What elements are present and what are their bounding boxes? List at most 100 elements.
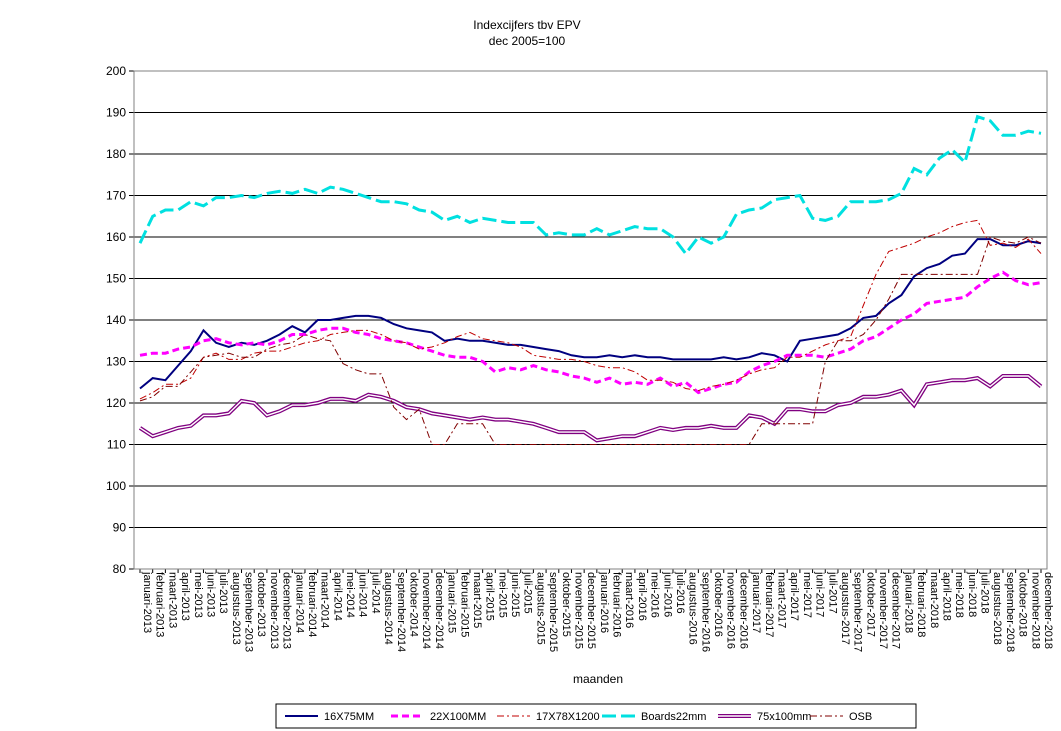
x-tick-label: september-2018 xyxy=(1004,572,1016,652)
x-tick-label: november-2017 xyxy=(877,572,889,649)
x-tick-label: februari-2015 xyxy=(458,572,470,637)
x-tick-label: oktober-2016 xyxy=(712,572,724,637)
x-tick-label: maart-2013 xyxy=(166,572,178,628)
x-tick-label: januari-2013 xyxy=(141,571,153,633)
y-tick-label: 100 xyxy=(106,479,126,493)
x-tick-label: april-2015 xyxy=(484,572,496,621)
x-tick-label: februari-2017 xyxy=(763,572,775,637)
y-tick-label: 90 xyxy=(113,521,127,535)
y-tick-label: 140 xyxy=(106,313,126,327)
x-tick-label: mei-2014 xyxy=(344,572,356,618)
x-tick-label: april-2017 xyxy=(788,572,800,621)
x-tick-label: februari-2018 xyxy=(915,572,927,637)
x-tick-label: oktober-2015 xyxy=(560,572,572,637)
legend-label-17x78x1200: 17X78X1200 xyxy=(536,711,600,723)
x-tick-label: mei-2018 xyxy=(953,572,965,618)
x-tick-label: oktober-2017 xyxy=(864,572,876,637)
x-tick-label: januari-2017 xyxy=(750,571,762,633)
x-tick-label: augustus-2016 xyxy=(687,572,699,645)
x-tick-label: augustus-2018 xyxy=(991,572,1003,645)
x-tick-label: mei-2015 xyxy=(496,572,508,618)
x-tick-label: mei-2013 xyxy=(192,572,204,618)
y-tick-label: 150 xyxy=(106,272,126,286)
x-tick-label: oktober-2018 xyxy=(1017,572,1029,637)
x-tick-label: september-2013 xyxy=(243,572,255,652)
x-tick-label: oktober-2013 xyxy=(255,572,267,637)
legend-label-22x100mm: 22X100MM xyxy=(430,711,486,723)
series-line-osb xyxy=(139,236,1042,445)
x-axis-ticks: januari-2013 februari-2013 maart-2013 april… xyxy=(139,569,1054,652)
x-tick-label: juni-2014 xyxy=(357,571,369,617)
x-tick-label: februari-2013 xyxy=(154,572,166,637)
x-tick-label: maart-2015 xyxy=(471,572,483,628)
x-tick-label: maart-2014 xyxy=(319,572,331,628)
y-tick-label: 180 xyxy=(106,147,126,161)
legend-label-osb: OSB xyxy=(849,711,872,723)
x-tick-label: maart-2016 xyxy=(623,572,635,628)
legend-box xyxy=(275,703,917,729)
gridlines xyxy=(133,70,1047,570)
x-tick-label: maart-2018 xyxy=(928,572,940,628)
x-tick-label: december-2016 xyxy=(737,572,749,649)
x-tick-label: augustus-2014 xyxy=(382,572,394,645)
y-tick-label: 190 xyxy=(106,106,126,120)
x-tick-label: juni-2013 xyxy=(204,571,216,617)
x-tick-label: juni-2015 xyxy=(509,571,521,617)
x-tick-label: augustus-2013 xyxy=(230,572,242,645)
x-tick-label: november-2013 xyxy=(268,572,280,649)
x-tick-label: januari-2018 xyxy=(902,571,914,633)
series-line-75x100mm-inner xyxy=(139,375,1042,442)
x-tick-label: februari-2016 xyxy=(611,572,623,637)
x-tick-label: augustus-2017 xyxy=(839,572,851,645)
x-tick-label: mei-2017 xyxy=(801,572,813,618)
x-tick-label: juni-2016 xyxy=(661,571,673,617)
x-tick-label: september-2017 xyxy=(852,572,864,652)
x-tick-label: september-2015 xyxy=(547,572,559,652)
y-tick-label: 200 xyxy=(106,64,126,78)
x-tick-label: juli-2017 xyxy=(826,571,838,614)
series-line-boards22mm xyxy=(138,114,1042,257)
chart-subtitle: dec 2005=100 xyxy=(489,34,566,48)
x-tick-label: september-2014 xyxy=(395,572,407,652)
x-tick-label: juli-2014 xyxy=(369,571,381,614)
legend-label-16x75mm: 16X75MM xyxy=(324,711,374,723)
x-tick-label: juni-2018 xyxy=(966,571,978,617)
x-tick-label: juli-2016 xyxy=(674,571,686,614)
chart-title: Indexcijfers tbv EPV xyxy=(473,18,580,32)
x-tick-label: juli-2013 xyxy=(217,571,229,614)
x-axis-label: maanden xyxy=(573,672,623,686)
legend: 16X75MM 22X100MM 17X78X1200 Boards22mm 75x10… xyxy=(275,703,917,729)
series-line-75x100mm-outer xyxy=(138,374,1043,443)
plot-area-border xyxy=(133,70,1048,570)
x-tick-label: november-2018 xyxy=(1029,572,1041,649)
legend-label-75x100mm: 75x100mm xyxy=(757,711,811,723)
series-line-17x78x1200 xyxy=(139,219,1042,400)
x-tick-label: september-2016 xyxy=(699,572,711,652)
y-tick-label: 130 xyxy=(106,355,126,369)
x-tick-label: juli-2018 xyxy=(979,571,991,614)
x-tick-label: juli-2015 xyxy=(522,571,534,614)
y-tick-label: 170 xyxy=(106,189,126,203)
y-axis-ticks: 80 90 100 110 120 130 140 150 160 170 180 190 200 xyxy=(106,64,134,576)
x-tick-label: december-2017 xyxy=(890,572,902,649)
x-tick-label: april-2014 xyxy=(331,572,343,621)
x-tick-label: augustus-2015 xyxy=(534,572,546,645)
x-tick-label: januari-2014 xyxy=(293,571,305,633)
x-tick-label: november-2014 xyxy=(420,572,432,649)
x-tick-label: december-2015 xyxy=(585,572,597,649)
x-tick-label: november-2015 xyxy=(572,572,584,649)
x-tick-label: maart-2017 xyxy=(776,572,788,628)
x-tick-label: januari-2015 xyxy=(446,571,458,633)
x-tick-label: februari-2014 xyxy=(306,572,318,637)
y-tick-label: 110 xyxy=(107,438,126,452)
x-tick-label: april-2018 xyxy=(940,572,952,621)
y-tick-label: 120 xyxy=(106,396,126,410)
y-tick-label: 80 xyxy=(113,562,127,576)
series-line-22x100mm xyxy=(139,270,1042,395)
series-line-16x75mm xyxy=(139,238,1042,390)
x-tick-label: mei-2016 xyxy=(649,572,661,618)
x-tick-label: december-2014 xyxy=(433,572,445,649)
x-tick-label: april-2013 xyxy=(179,572,191,621)
legend-label-boards22mm: Boards22mm xyxy=(641,711,706,723)
